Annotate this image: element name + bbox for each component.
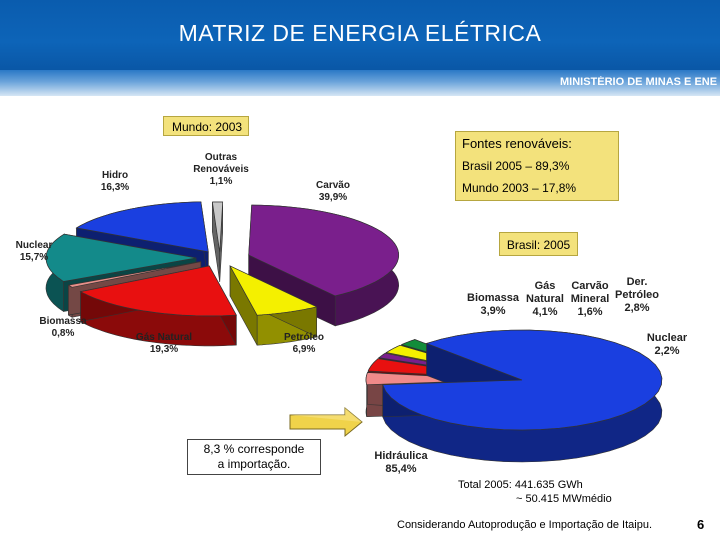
import-note-line2: a importação. <box>217 457 291 471</box>
pie-slice-g-s-natural <box>79 265 237 347</box>
brasil-label-petroleo: Der. Petróleo 2,8% <box>614 276 659 314</box>
brasil-label-hidraulica: Hidráulica 85,4% <box>374 450 428 475</box>
page-number: 6 <box>697 517 705 532</box>
world-label-hidro: Hidro 16,3% <box>100 170 130 193</box>
renewables-box: Fontes renováveis: Brasil 2005 – 89,3% M… <box>455 131 619 201</box>
brasil-year-tag: Brasil: 2005 <box>499 232 578 256</box>
world-label-outras: Outras Renováveis 1,1% <box>193 152 249 187</box>
world-label-carvao: Carvão 39,9% <box>316 180 350 203</box>
world-label-nuclear: Nuclear 15,7% <box>15 240 53 263</box>
world-pie-chart <box>45 201 400 347</box>
renewables-world: Mundo 2003 – 17,8% <box>462 181 577 195</box>
total-2005: Total 2005: 441.635 GWh ~ 50.415 MWmédio <box>458 478 612 506</box>
import-note: 8,3 % corresponde a importação. <box>187 439 321 475</box>
brasil-label-biomassa: Biomassa 3,9% <box>467 292 519 317</box>
header-bar <box>0 0 720 70</box>
brasil-pie-chart <box>365 329 663 463</box>
pie-slice-hidr-ulica <box>382 329 663 463</box>
ministry-band <box>0 70 720 96</box>
brasil-label-nuclear: Nuclear 2,2% <box>646 332 688 357</box>
world-label-petroleo: Petróleo 6,9% <box>283 332 324 355</box>
total-line1: Total 2005: 441.635 GWh <box>458 479 583 491</box>
pie-slice-petr-leo <box>229 265 318 346</box>
renewables-title: Fontes renováveis: <box>462 136 572 151</box>
brasil-label-gas: Gás Natural 4,1% <box>526 280 564 318</box>
world-label-biomassa: Biomassa 0,8% <box>39 316 87 339</box>
pie-slice-outras-renov-veis <box>211 201 224 283</box>
import-arrow <box>289 406 363 438</box>
world-year-tag: Mundo: 2003 <box>163 116 249 136</box>
footnote: Considerando Autoprodução e Importação d… <box>397 519 653 531</box>
ministry-label: MINISTÉRIO DE MINAS E ENE <box>560 76 718 88</box>
world-label-gas: Gás Natural 19,3% <box>135 332 193 355</box>
import-note-line1: 8,3 % corresponde <box>203 442 305 456</box>
renewables-brasil: Brasil 2005 – 89,3% <box>462 159 570 173</box>
brasil-label-carvao: Carvão Mineral 1,6% <box>570 280 610 318</box>
page-title: MATRIZ DE ENERGIA ELÉTRICA <box>178 20 542 46</box>
total-line2: ~ 50.415 MWmédio <box>516 493 612 505</box>
